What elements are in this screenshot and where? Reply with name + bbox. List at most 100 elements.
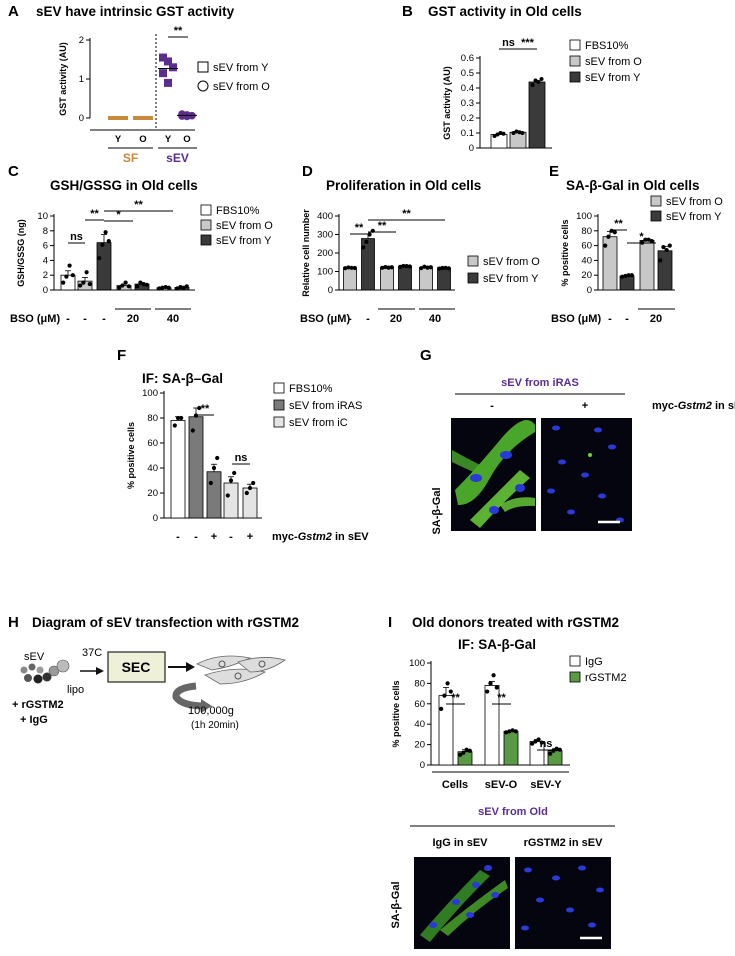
C-sig-label-0: ns <box>70 231 83 243</box>
F-bar-2 <box>206 471 222 519</box>
panel-title-e: SA-β-Gal in Old cells <box>566 178 700 193</box>
panel-letter-a: A <box>8 3 19 20</box>
F-point-3-0 <box>225 493 230 498</box>
B-ytick-label-1: 0.1 <box>461 128 474 139</box>
E-bso-value-2: 20 <box>650 313 662 325</box>
E-bso-value-0: - <box>608 313 612 325</box>
D-point-4-0 <box>419 266 424 271</box>
C-point-0-3 <box>70 273 75 278</box>
E-ytick-label-3: 60 <box>581 241 592 252</box>
D-point-4-3 <box>428 265 433 270</box>
I-point-0-0 <box>439 706 444 712</box>
C-ytick-label-2: 4 <box>43 255 48 266</box>
I-point-1-1 <box>461 750 466 755</box>
I-point-3-0 <box>504 730 509 735</box>
C-point-3-2 <box>123 280 128 285</box>
I-point-3-2 <box>510 728 515 733</box>
I-point-1-3 <box>467 748 472 753</box>
B-point-2-1 <box>533 78 538 83</box>
B-legend-label-0: FBS10% <box>585 40 629 52</box>
E-ytick-label-1: 20 <box>581 270 592 281</box>
E-point-0-1 <box>606 234 611 239</box>
A-sf-points-Y <box>108 116 128 120</box>
D-point-5-0 <box>437 266 442 271</box>
D-point-1-1 <box>364 239 369 244</box>
B-point-0-1 <box>495 132 500 137</box>
F-bar-3 <box>223 482 239 519</box>
E-legend-label-0: sEV from O <box>666 196 723 208</box>
I-point-4-1 <box>533 739 538 744</box>
panel-letter-e: E <box>549 163 559 180</box>
A-ytick-label-0: 0 <box>79 113 84 124</box>
D-point-3-1 <box>401 263 406 269</box>
diagram-speed: 100,000g <box>188 705 234 717</box>
B-ytick-label-3: 0.3 <box>461 98 474 109</box>
diagram-sev-label: sEV <box>24 651 45 663</box>
B-point-1-3 <box>520 131 525 135</box>
F-point-2-1 <box>211 465 217 471</box>
C-ytick-label-3: 6 <box>43 241 48 252</box>
diagram-sec-label: SEC <box>122 659 151 675</box>
E-ytick-label-0: 0 <box>587 285 592 296</box>
sec-box <box>107 651 166 683</box>
C-legend-label-0: FBS10% <box>216 205 260 217</box>
F-bar-0 <box>170 420 186 519</box>
i-image-col-rgstm2: rGSTM2 in sEV <box>524 837 604 849</box>
D-bso-value-2: 20 <box>390 313 402 325</box>
D-point-1-2 <box>367 232 372 237</box>
E-point-1-1 <box>623 273 628 279</box>
I-legend-swatch-1 <box>569 671 581 683</box>
C-point-3-3 <box>126 284 131 289</box>
I-legend-label-0: IgG <box>585 656 603 668</box>
F-point-2-2 <box>215 455 220 461</box>
A-xcat-1-1: O <box>183 134 190 145</box>
A-sev-y-point-4 <box>164 78 172 87</box>
i-image-igg <box>414 857 510 949</box>
E-sig-label-0: ** <box>614 218 623 230</box>
C-sig-label-1: ** <box>90 208 99 220</box>
D-ytick-label-0: 0 <box>328 285 333 296</box>
I-bar-0 <box>438 695 454 766</box>
I-point-5-2 <box>554 746 559 751</box>
B-point-1-2 <box>517 130 522 135</box>
F-xmark-0: - <box>176 531 180 543</box>
E-point-2-1 <box>643 237 648 242</box>
diagram-lipo-label: lipo <box>67 684 84 696</box>
A-sev-y-point-2 <box>169 63 177 72</box>
i-subtitle: IF: SA-β-Gal <box>458 637 536 652</box>
A-group-label-0: SF <box>123 151 138 165</box>
diagram-h: sEV lipo 37C SEC + rGSTM2 + IgG 100,000g… <box>12 647 286 731</box>
C-point-2-0 <box>97 256 102 261</box>
panel-title-c: GSH/GSSG in Old cells <box>50 178 198 193</box>
i-image-rgstm2 <box>515 857 611 949</box>
C-point-1-1 <box>81 280 86 285</box>
C-point-1-3 <box>87 281 92 287</box>
C-legend-label-1: sEV from O <box>216 220 273 232</box>
C-bso-value-2: - <box>102 313 106 325</box>
D-point-4-1 <box>422 264 427 269</box>
B-point-2-2 <box>536 80 541 84</box>
F-ytick-label-1: 20 <box>147 488 158 499</box>
g-image-control <box>451 418 536 531</box>
panel-letter-i: I <box>388 614 392 631</box>
E-ytick-label-4: 80 <box>581 226 592 237</box>
C-point-6-0 <box>175 286 180 291</box>
E-ytick-label-2: 40 <box>581 255 592 266</box>
B-point-2-3 <box>539 77 544 81</box>
I-category-0: Cells <box>442 779 468 791</box>
D-bar-3 <box>398 265 412 291</box>
C-ytick-label-0: 0 <box>43 285 48 296</box>
F-point-4-1 <box>247 485 253 491</box>
A-sev-y-point-0 <box>159 53 167 62</box>
C-bso-value-0: - <box>66 313 70 325</box>
C-ylabel: GSH/GSSG (ng) <box>16 219 26 287</box>
E-point-0-3 <box>612 230 617 235</box>
E-point-2-2 <box>646 237 651 242</box>
B-point-1-1 <box>514 129 519 134</box>
E-point-3-0 <box>658 258 663 263</box>
E-bso-label: BSO (μM) <box>551 313 601 325</box>
D-point-0-1 <box>346 265 351 270</box>
C-point-0-0 <box>61 280 66 285</box>
